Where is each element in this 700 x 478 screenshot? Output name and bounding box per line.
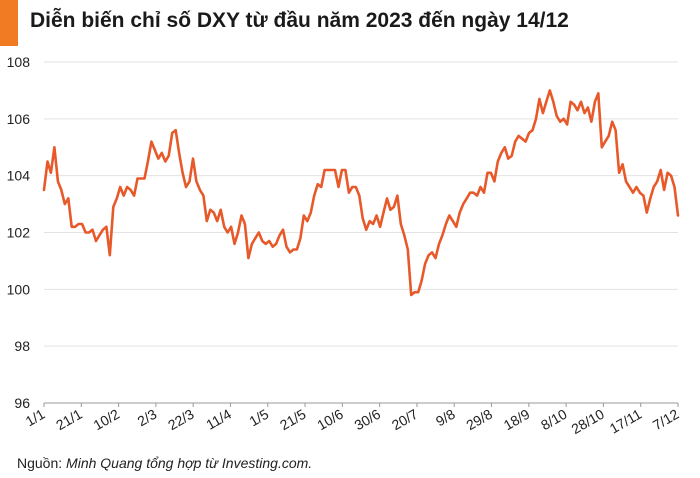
- plot-area: [42, 89, 680, 297]
- x-tick-label: 18/9: [501, 406, 533, 434]
- x-tick-label: 28/10: [569, 406, 608, 437]
- y-tick-label: 104: [7, 168, 31, 184]
- x-tick-label: 8/10: [538, 406, 570, 434]
- source-label: Nguồn:: [17, 455, 63, 471]
- y-tick-label: 100: [7, 281, 31, 297]
- chart-title: Diễn biến chỉ số DXY từ đầu năm 2023 đến…: [30, 9, 569, 32]
- x-tick-label: 11/4: [203, 406, 234, 433]
- x-tick-label: 17/11: [607, 406, 645, 437]
- x-tick-label: 29/8: [463, 406, 495, 434]
- x-tick-label: 1/5: [246, 406, 271, 430]
- y-tick-label: 108: [7, 54, 31, 70]
- x-tick-label: 22/3: [165, 406, 197, 434]
- x-tick-label: 21/5: [277, 406, 309, 434]
- y-tick-label: 98: [14, 338, 30, 354]
- y-tick-label: 102: [7, 225, 31, 241]
- gridlines: [44, 61, 678, 404]
- x-tick-label: 2/3: [135, 406, 160, 430]
- series-line-dxy: [42, 89, 680, 297]
- x-tick-label: 10/6: [314, 406, 346, 434]
- x-tick-label: 30/6: [352, 406, 384, 434]
- y-axis: 96 98 100 102 104 106 108: [7, 54, 31, 411]
- source-note: Nguồn: Minh Quang tổng hợp từ Investing.…: [17, 455, 312, 471]
- x-tick-label: 9/8: [433, 406, 458, 430]
- title-accent-bar: [0, 0, 18, 46]
- source-text: Minh Quang tổng hợp từ Investing.com.: [66, 455, 313, 471]
- x-tick-label: 10/2: [90, 406, 122, 434]
- x-tick-label: 21/1: [53, 406, 85, 434]
- y-tick-label: 106: [7, 111, 31, 127]
- x-axis: 1/1 21/1 10/2 2/3 22/3 11/4 1/5 21/5 10/6 30/6 20/…: [23, 403, 682, 437]
- x-tick-label: 20/7: [389, 406, 421, 434]
- y-tick-label: 96: [14, 395, 30, 411]
- x-tick-label: 7/12: [650, 406, 682, 434]
